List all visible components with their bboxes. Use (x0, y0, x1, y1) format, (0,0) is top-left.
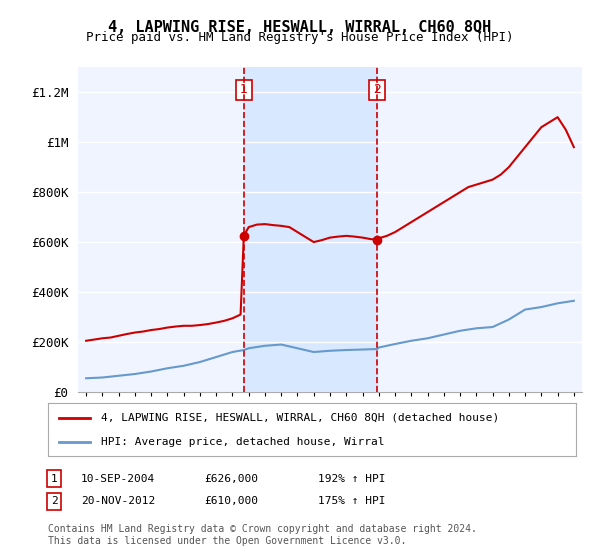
Text: 10-SEP-2004: 10-SEP-2004 (81, 474, 155, 484)
Text: Price paid vs. HM Land Registry's House Price Index (HPI): Price paid vs. HM Land Registry's House … (86, 31, 514, 44)
Text: 4, LAPWING RISE, HESWALL, WIRRAL, CH60 8QH (detached house): 4, LAPWING RISE, HESWALL, WIRRAL, CH60 8… (101, 413, 499, 423)
Text: £610,000: £610,000 (204, 496, 258, 506)
Text: 175% ↑ HPI: 175% ↑ HPI (318, 496, 386, 506)
Text: 20-NOV-2012: 20-NOV-2012 (81, 496, 155, 506)
Text: 1: 1 (50, 474, 58, 484)
Text: HPI: Average price, detached house, Wirral: HPI: Average price, detached house, Wirr… (101, 437, 385, 447)
Text: 1: 1 (240, 83, 248, 96)
Bar (244, 67, 377, 392)
Text: 192% ↑ HPI: 192% ↑ HPI (318, 474, 386, 484)
Text: Contains HM Land Registry data © Crown copyright and database right 2024.
This d: Contains HM Land Registry data © Crown c… (48, 524, 477, 546)
Text: 2: 2 (373, 83, 381, 96)
Text: 2: 2 (50, 496, 58, 506)
Text: 4, LAPWING RISE, HESWALL, WIRRAL, CH60 8QH: 4, LAPWING RISE, HESWALL, WIRRAL, CH60 8… (109, 20, 491, 35)
Text: £626,000: £626,000 (204, 474, 258, 484)
